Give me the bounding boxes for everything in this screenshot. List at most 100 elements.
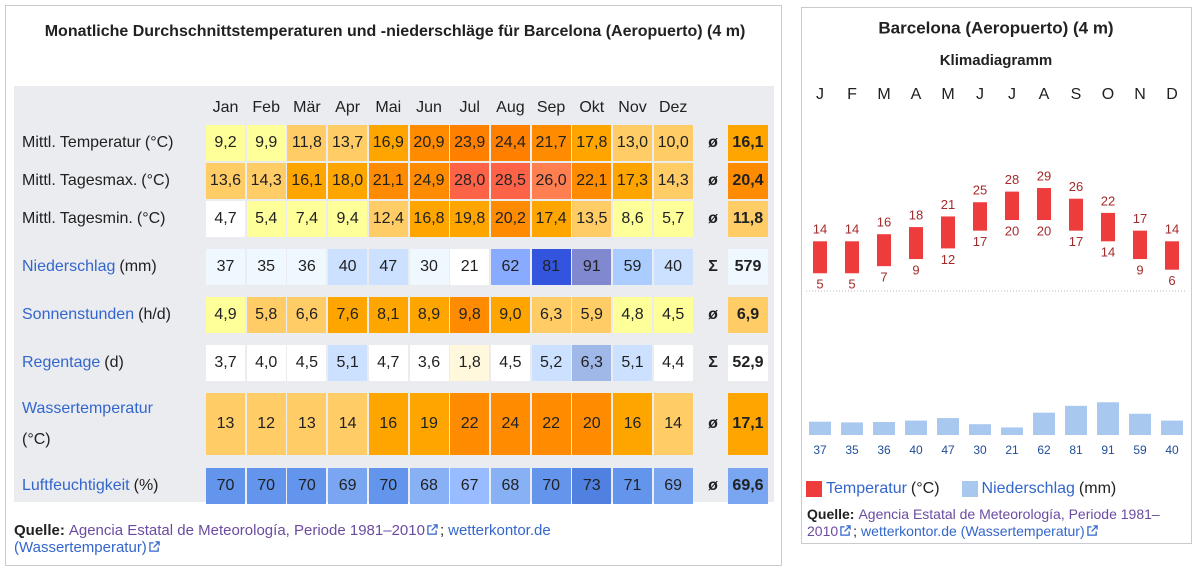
table-cell: 3,7 bbox=[206, 345, 245, 381]
precipitation-label: 62 bbox=[1037, 443, 1051, 457]
table-cell: 13,0 bbox=[613, 125, 652, 161]
legend-link[interactable]: Niederschlag bbox=[981, 480, 1075, 497]
max-label: 21 bbox=[941, 197, 955, 212]
row-label-link[interactable]: Luftfeuchtigkeit bbox=[22, 477, 130, 494]
table-cell: 13,5 bbox=[572, 201, 612, 237]
summary-cell: 579 bbox=[728, 249, 768, 285]
table-cell: 28,5 bbox=[490, 163, 530, 199]
max-label: 14 bbox=[1165, 222, 1179, 237]
month-header: Nov bbox=[618, 99, 647, 116]
table-cell: 5,2 bbox=[531, 345, 571, 381]
table-cell: 24,4 bbox=[490, 125, 530, 161]
table-cell: 8,6 bbox=[613, 201, 652, 237]
min-label: 9 bbox=[912, 262, 919, 277]
row-unit: (%) bbox=[133, 477, 159, 494]
row-label-link[interactable]: Wassertemperatur bbox=[22, 400, 153, 417]
table-cell: 21 bbox=[450, 249, 490, 285]
row-label-text: Mittl. Temperatur bbox=[22, 134, 141, 151]
legend-swatch bbox=[961, 481, 978, 497]
table-cell: 28,0 bbox=[450, 163, 490, 199]
row-label: Mittl. Tagesmin. (°C) bbox=[22, 201, 206, 237]
table-cell: 18,0 bbox=[328, 163, 368, 199]
row-label-text: Mittl. Tagesmax. bbox=[22, 172, 138, 189]
temperature-bar bbox=[1037, 188, 1051, 220]
temperature-bar bbox=[1005, 191, 1019, 220]
table-cell: 13,6 bbox=[206, 163, 245, 199]
month-label: J bbox=[976, 86, 984, 103]
min-label: 20 bbox=[1005, 223, 1019, 238]
table-cell: 20 bbox=[572, 393, 612, 455]
summary-cell: 16,1 bbox=[728, 125, 768, 161]
table-source: Quelle: Agencia Estatal de Meteorología, … bbox=[14, 522, 654, 556]
max-label: 17 bbox=[1133, 211, 1147, 226]
row-label-link[interactable]: Regentage bbox=[22, 354, 101, 371]
month-label: A bbox=[1039, 86, 1050, 103]
source-link[interactable]: wetterkontor.de (Wassertemperatur) bbox=[861, 523, 1085, 539]
min-label: 9 bbox=[1136, 262, 1143, 277]
table-cell: 67 bbox=[450, 468, 490, 504]
source-separator: ; bbox=[439, 522, 445, 539]
table-cell: 12,4 bbox=[368, 201, 408, 237]
month-label: J bbox=[1008, 86, 1016, 103]
table-cell: 12 bbox=[246, 393, 286, 455]
table-cell: 5,1 bbox=[328, 345, 368, 381]
summary-cell: 52,9 bbox=[728, 345, 768, 381]
max-label: 25 bbox=[973, 183, 987, 198]
table-cell: 4,7 bbox=[368, 345, 408, 381]
table-cell: 24 bbox=[490, 393, 530, 455]
legend-link[interactable]: Temperatur bbox=[826, 480, 907, 497]
month-label: O bbox=[1102, 86, 1114, 103]
external-link-icon bbox=[840, 525, 851, 536]
summary-symbol: ø bbox=[708, 210, 718, 227]
table-cell: 14 bbox=[653, 393, 693, 455]
table-cell: 14,3 bbox=[246, 163, 286, 199]
precipitation-label: 35 bbox=[845, 443, 859, 457]
month-label: N bbox=[1134, 86, 1146, 103]
chart-title: Barcelona (Aeropuerto) (4 m) bbox=[878, 18, 1113, 37]
max-label: 14 bbox=[813, 222, 827, 237]
table-cell: 70 bbox=[246, 468, 286, 504]
summary-symbol: Σ bbox=[708, 258, 718, 275]
max-label: 28 bbox=[1005, 172, 1019, 187]
min-label: 20 bbox=[1037, 223, 1051, 238]
table-cell: 9,8 bbox=[450, 297, 490, 333]
precipitation-bar bbox=[1161, 420, 1183, 435]
max-label: 16 bbox=[877, 215, 891, 230]
table-cell: 7,6 bbox=[328, 297, 368, 333]
min-label: 17 bbox=[973, 234, 987, 249]
diagram-box bbox=[801, 7, 1192, 544]
table-cell: 17,8 bbox=[572, 125, 612, 161]
table-cell: 47 bbox=[368, 249, 408, 285]
table-cell: 30 bbox=[409, 249, 449, 285]
table-cell: 4,8 bbox=[613, 297, 652, 333]
table-cell: 16 bbox=[613, 393, 652, 455]
table-cell: 8,1 bbox=[368, 297, 408, 333]
row-label-link[interactable]: Niederschlag bbox=[22, 258, 116, 275]
source-link[interactable]: Agencia Estatal de Meteorología, Periode… bbox=[807, 506, 1160, 539]
source-link[interactable]: Agencia Estatal de Meteorología, Periode… bbox=[68, 522, 425, 539]
table-cell: 21,1 bbox=[368, 163, 408, 199]
table-cell: 70 bbox=[287, 468, 327, 504]
table-cell: 36 bbox=[287, 249, 327, 285]
table-cell: 5,9 bbox=[572, 297, 612, 333]
table-cell: 9,0 bbox=[490, 297, 530, 333]
row-label-text: Mittl. Tagesmin. bbox=[22, 210, 133, 227]
summary-symbol: ø bbox=[708, 306, 718, 323]
diagram-source: Quelle: Agencia Estatal de Meteorología, … bbox=[807, 506, 1182, 540]
chart-subtitle: Klimadiagramm bbox=[940, 52, 1053, 69]
precipitation-label: 59 bbox=[1133, 443, 1147, 457]
table-cell: 23,9 bbox=[450, 125, 490, 161]
row-label-link[interactable]: Sonnenstunden bbox=[22, 306, 135, 323]
month-header: Jul bbox=[459, 99, 480, 116]
month-header: Aug bbox=[496, 99, 525, 116]
table-cell: 9,9 bbox=[246, 125, 286, 161]
table-cell: 9,2 bbox=[206, 125, 245, 161]
month-header: Jun bbox=[416, 99, 442, 116]
table-cell: 4,5 bbox=[653, 297, 693, 333]
table-cell: 14 bbox=[328, 393, 368, 455]
source-link[interactable]: wetterkontor.de (Wassertemperatur) bbox=[14, 522, 551, 556]
table-cell: 13 bbox=[206, 393, 245, 455]
max-label: 29 bbox=[1037, 168, 1051, 183]
